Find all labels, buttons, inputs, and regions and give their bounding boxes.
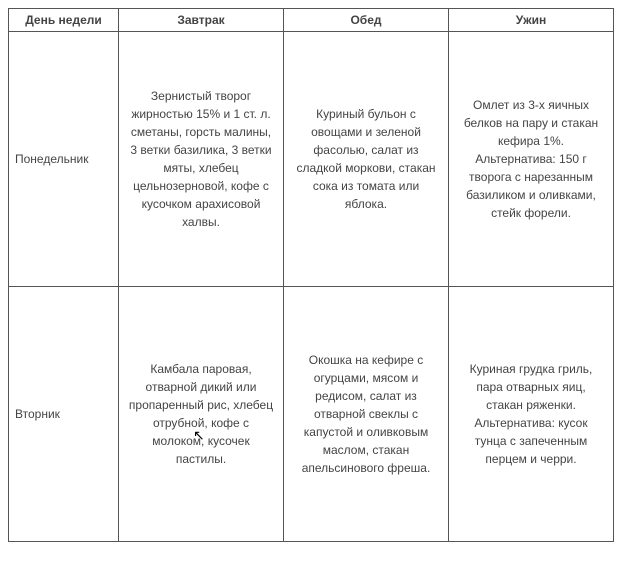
table-header-row: День недели Завтрак Обед Ужин [9, 9, 614, 32]
col-header-breakfast: Завтрак [119, 9, 284, 32]
col-header-dinner: Ужин [449, 9, 614, 32]
dinner-cell: Омлет из 3-х яичных белков на пару и ста… [449, 32, 614, 287]
col-header-lunch: Обед [284, 9, 449, 32]
breakfast-cell: Зернистый творог жирностью 15% и 1 ст. л… [119, 32, 284, 287]
lunch-cell: Куриный бульон с овощами и зеленой фасол… [284, 32, 449, 287]
day-cell: Понедельник [9, 32, 119, 287]
table-row: Вторник Камбала паровая, отварной дикий … [9, 287, 614, 542]
table-row: Понедельник Зернистый творог жирностью 1… [9, 32, 614, 287]
col-header-day: День недели [9, 9, 119, 32]
dinner-cell: Куриная грудка гриль, пара отварных яиц,… [449, 287, 614, 542]
lunch-cell: Окошка на кефире с огурцами, мясом и ред… [284, 287, 449, 542]
breakfast-cell: Камбала паровая, отварной дикий или проп… [119, 287, 284, 542]
day-cell: Вторник [9, 287, 119, 542]
meal-plan-table: День недели Завтрак Обед Ужин Понедельни… [8, 8, 614, 542]
